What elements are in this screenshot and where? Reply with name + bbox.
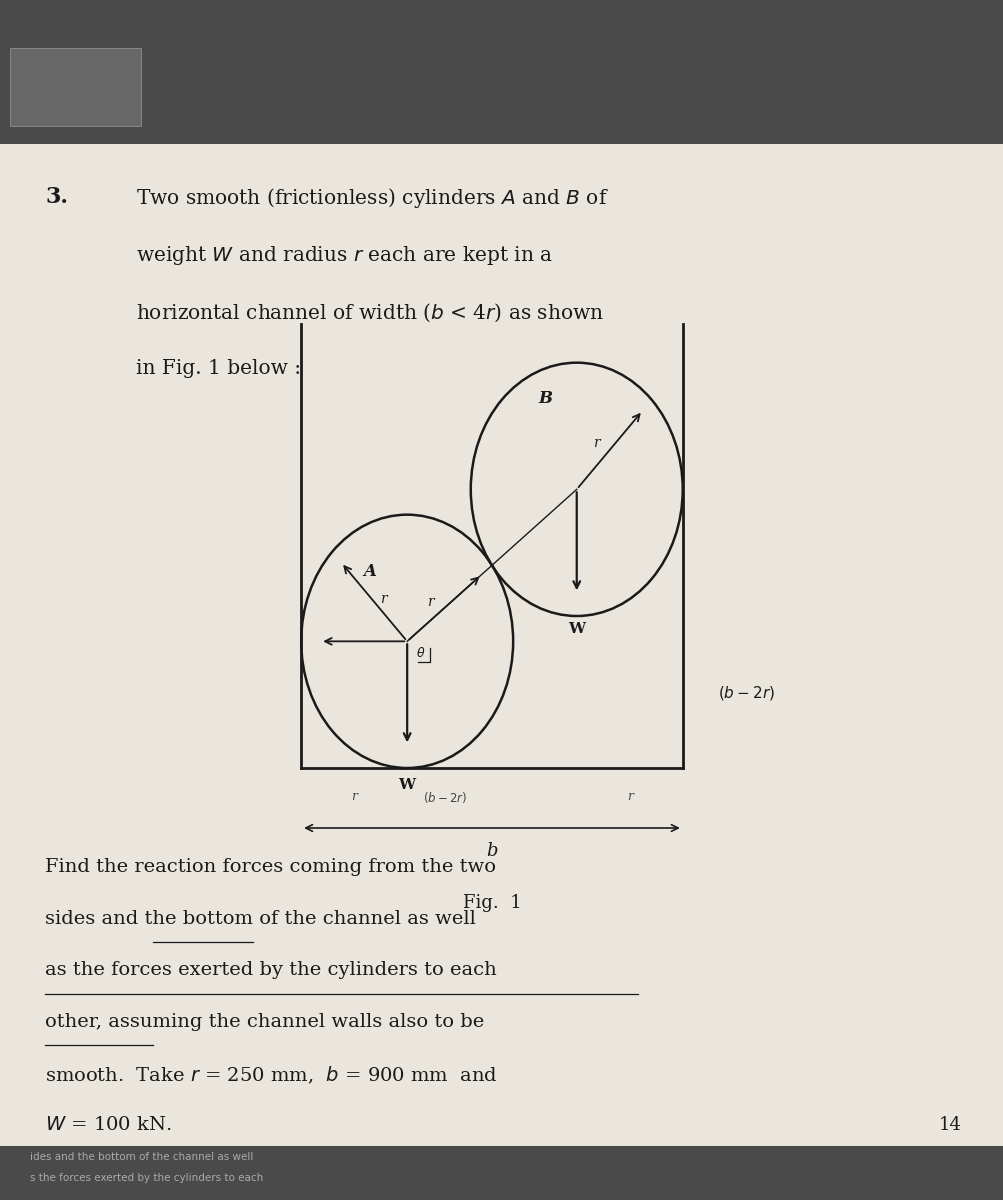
Text: B: B bbox=[538, 390, 552, 407]
Text: $(b-2r)$: $(b-2r)$ bbox=[717, 684, 774, 702]
Bar bbox=[0, 144, 1003, 1152]
Bar bbox=[0, 1146, 1003, 1200]
Text: Two smooth (frictionless) cylinders $\mathit{A}$ and $\mathit{B}$ of: Two smooth (frictionless) cylinders $\ma… bbox=[135, 186, 608, 210]
Text: W: W bbox=[398, 778, 415, 792]
Text: weight $\mathit{W}$ and radius $\mathit{r}$ each are kept in a: weight $\mathit{W}$ and radius $\mathit{… bbox=[135, 244, 552, 266]
Text: $(b-2r)$: $(b-2r)$ bbox=[422, 790, 467, 804]
Text: Find the reaction forces coming from the two: Find the reaction forces coming from the… bbox=[45, 858, 495, 876]
Text: r: r bbox=[351, 790, 357, 803]
Text: Fig.  1: Fig. 1 bbox=[462, 894, 521, 912]
Text: sides and the bottom of the channel as well: sides and the bottom of the channel as w… bbox=[45, 910, 475, 928]
Text: as the forces exerted by the cylinders to each: as the forces exerted by the cylinders t… bbox=[45, 961, 496, 979]
Text: r: r bbox=[593, 436, 599, 450]
Text: smooth.  Take $\mathit{r}$ = 250 mm,  $\mathit{b}$ = 900 mm  and: smooth. Take $\mathit{r}$ = 250 mm, $\ma… bbox=[45, 1064, 497, 1086]
Text: other, assuming the channel walls also to be: other, assuming the channel walls also t… bbox=[45, 1013, 484, 1031]
Text: r: r bbox=[380, 592, 387, 606]
Text: r: r bbox=[427, 595, 433, 610]
Text: A: A bbox=[363, 563, 376, 580]
Bar bbox=[10, 48, 140, 126]
Text: in Fig. 1 below :: in Fig. 1 below : bbox=[135, 359, 300, 378]
Text: 14: 14 bbox=[938, 1116, 961, 1134]
Text: ides and the bottom of the channel as well: ides and the bottom of the channel as we… bbox=[30, 1152, 253, 1163]
Text: $\mathit{W}$ = 100 kN.: $\mathit{W}$ = 100 kN. bbox=[45, 1116, 172, 1134]
Text: 3.: 3. bbox=[45, 186, 68, 208]
Text: $\theta$: $\theta$ bbox=[415, 647, 424, 660]
Bar bbox=[0, 0, 1003, 144]
Text: horizontal channel of width ($\mathit{b}$ < 4$\mathit{r}$) as shown: horizontal channel of width ($\mathit{b}… bbox=[135, 301, 603, 324]
Text: r: r bbox=[626, 790, 632, 803]
Text: b: b bbox=[485, 842, 497, 860]
Text: W: W bbox=[568, 623, 585, 636]
Text: s the forces exerted by the cylinders to each: s the forces exerted by the cylinders to… bbox=[30, 1172, 263, 1183]
